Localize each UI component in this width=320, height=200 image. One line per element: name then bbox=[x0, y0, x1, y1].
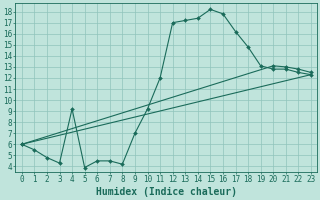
X-axis label: Humidex (Indice chaleur): Humidex (Indice chaleur) bbox=[96, 187, 237, 197]
